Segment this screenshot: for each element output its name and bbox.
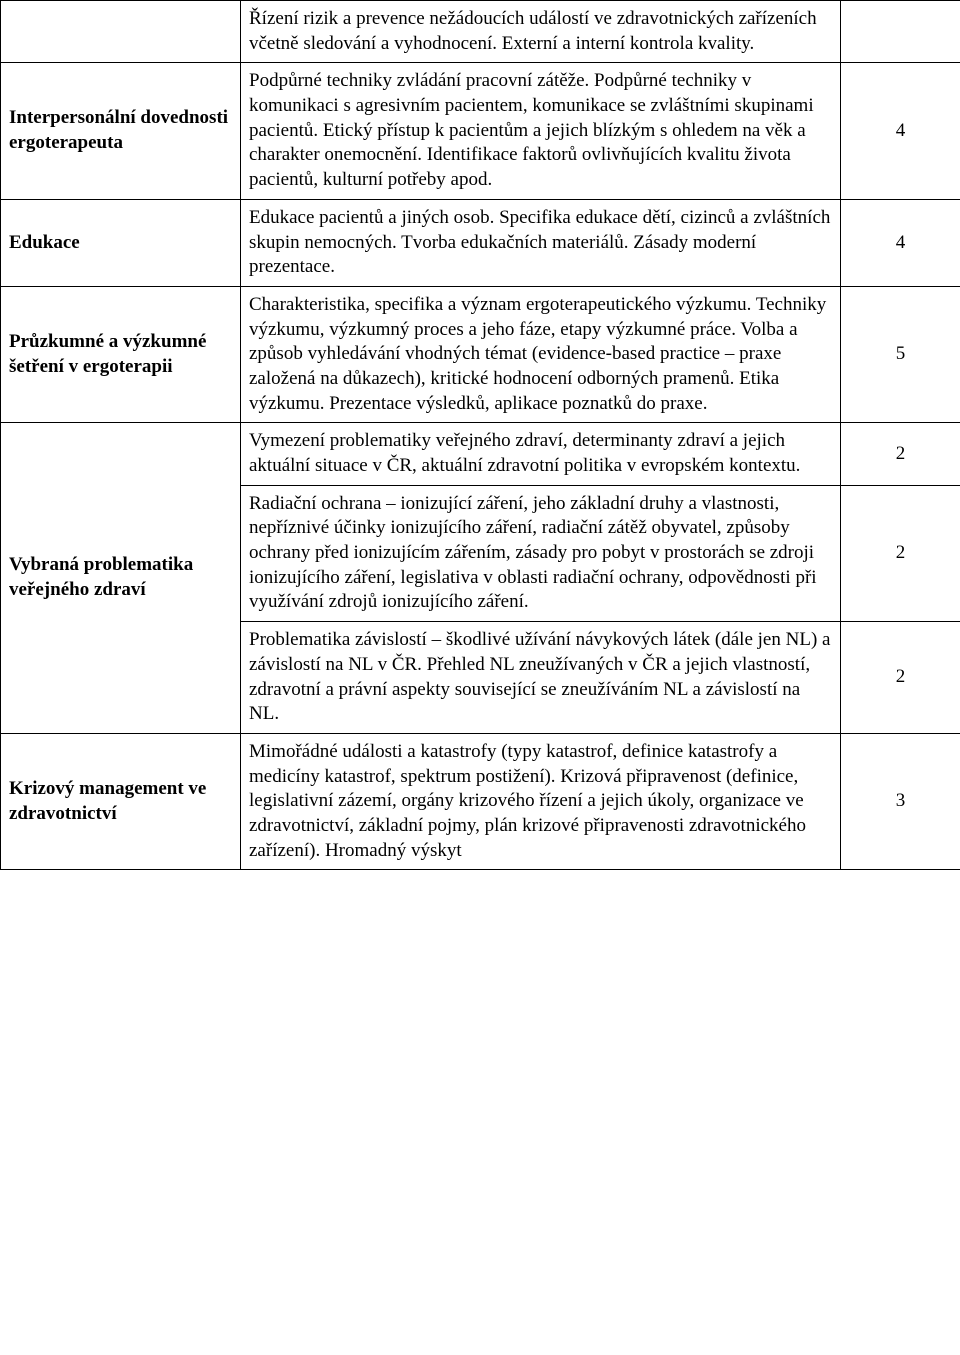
desc-cell: Řízení rizik a prevence nežádoucích udál… bbox=[241, 1, 841, 63]
topic-cell: Vybraná problematika veřejného zdraví bbox=[1, 423, 241, 734]
desc-cell: Problematika závislostí – škodlivé užívá… bbox=[241, 622, 841, 734]
hours-cell: 2 bbox=[841, 485, 960, 621]
desc-cell: Podpůrné techniky zvládání pracovní zátě… bbox=[241, 63, 841, 199]
table-row: Krizový management ve zdravotnictví Mimo… bbox=[1, 733, 960, 869]
hours-cell: 5 bbox=[841, 286, 960, 422]
topic-cell bbox=[1, 1, 241, 63]
hours-cell bbox=[841, 1, 960, 63]
topic-cell: Edukace bbox=[1, 199, 241, 286]
table-row: Řízení rizik a prevence nežádoucích udál… bbox=[1, 1, 960, 63]
hours-cell: 2 bbox=[841, 423, 960, 485]
desc-cell: Radiační ochrana – ionizující záření, je… bbox=[241, 485, 841, 621]
desc-cell: Edukace pacientů a jiných osob. Specifik… bbox=[241, 199, 841, 286]
curriculum-table: Řízení rizik a prevence nežádoucích udál… bbox=[0, 0, 960, 870]
hours-cell: 3 bbox=[841, 733, 960, 869]
table-row: Interpersonální dovednosti ergoterapeuta… bbox=[1, 63, 960, 199]
topic-cell: Interpersonální dovednosti ergoterapeuta bbox=[1, 63, 241, 199]
hours-cell: 4 bbox=[841, 199, 960, 286]
hours-cell: 4 bbox=[841, 63, 960, 199]
desc-cell: Charakteristika, specifika a význam ergo… bbox=[241, 286, 841, 422]
desc-cell: Mimořádné události a katastrofy (typy ka… bbox=[241, 733, 841, 869]
table-row: Vybraná problematika veřejného zdraví Vy… bbox=[1, 423, 960, 485]
topic-cell: Krizový management ve zdravotnictví bbox=[1, 733, 241, 869]
topic-cell: Průzkumné a výzkumné šetření v ergoterap… bbox=[1, 286, 241, 422]
desc-cell: Vymezení problematiky veřejného zdraví, … bbox=[241, 423, 841, 485]
hours-cell: 2 bbox=[841, 622, 960, 734]
table-row: Edukace Edukace pacientů a jiných osob. … bbox=[1, 199, 960, 286]
table-row: Průzkumné a výzkumné šetření v ergoterap… bbox=[1, 286, 960, 422]
